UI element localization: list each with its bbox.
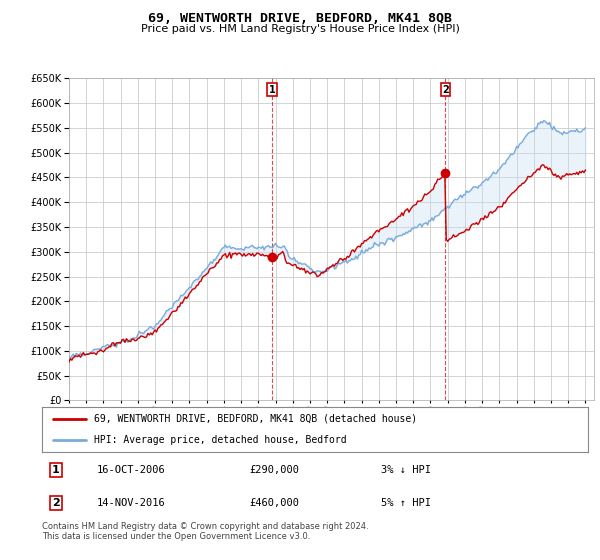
Text: 5% ↑ HPI: 5% ↑ HPI	[380, 498, 431, 507]
Text: 14-NOV-2016: 14-NOV-2016	[97, 498, 166, 507]
Text: £460,000: £460,000	[250, 498, 299, 507]
Text: 16-OCT-2006: 16-OCT-2006	[97, 465, 166, 475]
Text: 69, WENTWORTH DRIVE, BEDFORD, MK41 8QB (detached house): 69, WENTWORTH DRIVE, BEDFORD, MK41 8QB (…	[94, 414, 417, 424]
Text: 2: 2	[442, 85, 449, 95]
Text: 1: 1	[269, 85, 275, 95]
Text: 1: 1	[52, 465, 59, 475]
Text: HPI: Average price, detached house, Bedford: HPI: Average price, detached house, Bedf…	[94, 435, 346, 445]
Text: Price paid vs. HM Land Registry's House Price Index (HPI): Price paid vs. HM Land Registry's House …	[140, 24, 460, 34]
Text: Contains HM Land Registry data © Crown copyright and database right 2024.
This d: Contains HM Land Registry data © Crown c…	[42, 522, 368, 542]
Text: 69, WENTWORTH DRIVE, BEDFORD, MK41 8QB: 69, WENTWORTH DRIVE, BEDFORD, MK41 8QB	[148, 12, 452, 25]
Text: 2: 2	[52, 498, 59, 507]
Text: £290,000: £290,000	[250, 465, 299, 475]
Text: 3% ↓ HPI: 3% ↓ HPI	[380, 465, 431, 475]
